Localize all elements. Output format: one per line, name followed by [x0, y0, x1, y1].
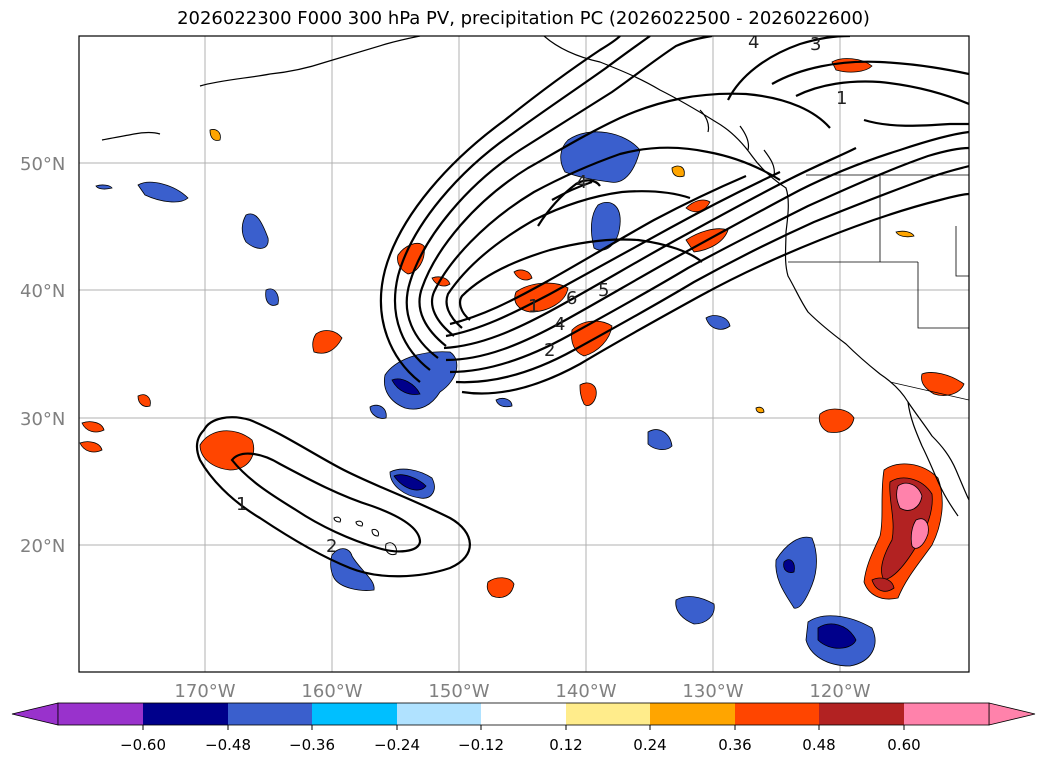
coastlines: [101, 36, 969, 517]
contour-label: 1: [836, 88, 847, 109]
lon-label: 120°W: [809, 681, 870, 702]
colorbar-tick-label: −0.48: [205, 736, 251, 754]
lon-label: 170°W: [174, 681, 235, 702]
contour-label: 1: [236, 494, 247, 515]
colorbar-tick-labels: −0.60 −0.48 −0.36 −0.24 −0.12 0.12 0.24 …: [120, 736, 921, 754]
colorbar-tick-label: −0.36: [289, 736, 335, 754]
colorbar-extend-high: [988, 702, 1036, 726]
colorbar-segment: [58, 703, 143, 725]
contour-labels: 4 3 1 4 6 5 4 2 1 1 2: [236, 32, 847, 557]
contour-label: 4: [554, 314, 565, 335]
lon-label: 160°W: [301, 681, 362, 702]
colorbar-segment: [312, 703, 397, 725]
colorbar-segment: [819, 703, 904, 725]
colorbar-tick-label: 0.12: [549, 736, 582, 754]
colorbar-tick-label: −0.24: [374, 736, 420, 754]
contour-label: 2: [544, 340, 555, 361]
lon-label: 150°W: [428, 681, 489, 702]
colorbar-tick-label: −0.60: [120, 736, 166, 754]
colorbar-tick-label: 0.24: [633, 736, 666, 754]
latitude-labels: 50°N 40°N 30°N 20°N: [20, 154, 65, 557]
pv-contours: [195, 36, 969, 578]
contour-label: 2: [326, 536, 337, 557]
colorbar-segment: [143, 703, 228, 725]
contour-label: 1: [528, 296, 539, 317]
lon-label: 130°W: [682, 681, 743, 702]
colorbar-tick-label: 0.48: [802, 736, 835, 754]
lat-label: 30°N: [20, 409, 65, 430]
contour-label: 4: [748, 32, 759, 53]
contour-label: 5: [598, 280, 609, 301]
colorbar-segment: [397, 703, 481, 725]
contour-label: 6: [566, 288, 577, 309]
map-frame: [78, 35, 970, 673]
colorbar-tick-label: −0.12: [458, 736, 504, 754]
contour-label: 4: [576, 172, 587, 193]
contour-label: 3: [810, 34, 821, 55]
colorbar-segment: [228, 703, 312, 725]
gridlines: [79, 36, 969, 672]
colorbar-ticks: [142, 725, 905, 730]
colorbar-tick-label: 0.60: [887, 736, 920, 754]
colorbar-segment: [904, 703, 989, 725]
map-title: 2026022300 F000 300 hPa PV, precipitatio…: [177, 8, 870, 29]
lat-label: 20°N: [20, 536, 65, 557]
colorbar-segment: [735, 703, 819, 725]
colorbar: −0.60 −0.48 −0.36 −0.24 −0.12 0.12 0.24 …: [11, 702, 1036, 754]
colorbar-tick-label: 0.36: [718, 736, 751, 754]
lat-label: 50°N: [20, 154, 65, 175]
longitude-labels: 170°W 160°W 150°W 140°W 130°W 120°W: [174, 681, 870, 702]
colorbar-segment: [650, 703, 735, 725]
colorbar-segment: [481, 703, 566, 725]
colorbar-extend-low: [11, 702, 59, 726]
colorbar-segment: [566, 703, 650, 725]
lat-label: 40°N: [20, 281, 65, 302]
map-area: 4 3 1 4 6 5 4 2 1 1 2: [79, 32, 969, 672]
lon-label: 140°W: [555, 681, 616, 702]
